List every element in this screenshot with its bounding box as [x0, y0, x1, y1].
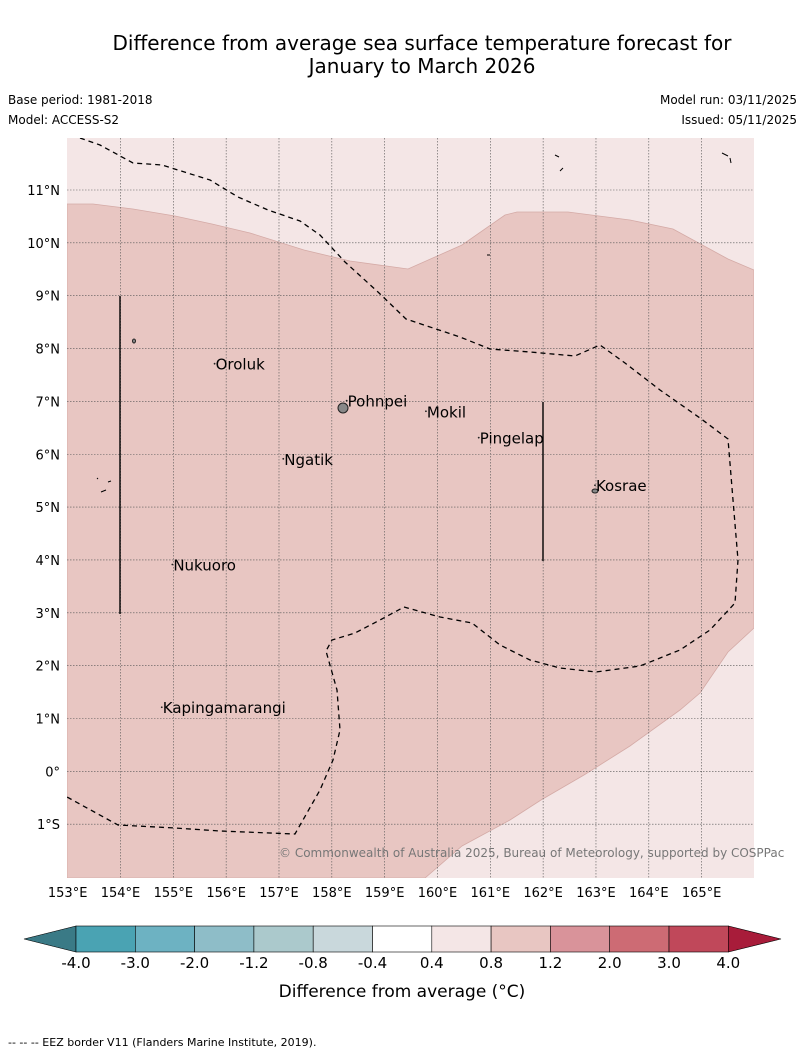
colorbar-label: -4.0	[61, 954, 90, 972]
lat-tick-label: 1°S	[37, 818, 60, 833]
colorbar-label: -3.0	[121, 954, 150, 972]
chart-title-line1: Difference from average sea surface temp…	[112, 31, 732, 55]
model-text: Model: ACCESS-S2	[8, 113, 120, 127]
lon-tick-label: 158°E	[312, 886, 352, 901]
colorbar-over-triangle	[727, 925, 782, 953]
colorbar-title: Difference from average (°C)	[279, 982, 526, 1002]
colorbar-label: -2.0	[180, 954, 209, 972]
colorbar-label: 3.0	[657, 954, 681, 972]
colorbar-segment	[550, 925, 611, 953]
colorbar-label: -1.2	[239, 954, 268, 972]
place-label-pingelap: Pingelap	[480, 430, 544, 448]
place-marker	[477, 436, 480, 439]
atoll-mark	[559, 167, 564, 172]
lon-tick-label: 163°E	[576, 886, 616, 901]
atoll-marks	[96, 152, 732, 493]
place-marker	[282, 457, 285, 460]
lat-tick-label: 7°N	[36, 395, 61, 410]
place-marker	[425, 410, 427, 413]
lat-tick-label: 8°N	[36, 343, 61, 358]
place-label-kapingamarangi: Kapingamarangi	[163, 699, 286, 717]
lon-tick-label: 156°E	[206, 886, 246, 901]
colorbar-segment	[668, 925, 729, 953]
lat-tick-label: 4°N	[36, 554, 61, 569]
place-marker	[213, 362, 216, 365]
colorbar-segment	[490, 925, 551, 953]
atoll-mark	[721, 152, 729, 157]
colorbar-label: 0.8	[479, 954, 503, 972]
eez-border-fsm	[67, 138, 739, 835]
lon-tick-label: 162°E	[523, 886, 563, 901]
lat-tick-label: 11°N	[27, 184, 60, 199]
colorbar-segment	[609, 925, 670, 953]
chart-title-line2: January to March 2026	[308, 54, 536, 78]
colorbar-label: 1.2	[538, 954, 562, 972]
place-label-mokil: Mokil	[427, 403, 466, 421]
place-label-nukuoro: Nukuoro	[173, 557, 236, 575]
place-label-pohnpei: Pohnpei	[348, 393, 408, 411]
pohnpei-island	[337, 402, 349, 414]
anomaly-fill-layer	[67, 138, 754, 878]
lon-tick-label: 160°E	[418, 886, 458, 901]
island-layer	[132, 338, 599, 494]
colorbar-label: 4.0	[716, 954, 740, 972]
colorbar-under-triangle	[23, 925, 77, 953]
colorbar-segment	[135, 925, 195, 953]
footer-note: -- -- -- EEZ border V11 (Flanders Marine…	[8, 1036, 317, 1049]
lat-tick-label: 5°N	[36, 501, 61, 516]
place-label-ngatik: Ngatik	[284, 451, 333, 469]
colorbar-label: -0.8	[299, 954, 328, 972]
lat-tick-label: 9°N	[36, 290, 61, 305]
place-labels: Oroluk Pohnpei Mokil Pingelap Kosrae Ngatik Nu…	[160, 356, 647, 717]
island-marker	[132, 338, 136, 344]
eez-borders	[67, 138, 739, 835]
colorbar-segment	[431, 925, 492, 953]
place-label-oroluk: Oroluk	[216, 356, 265, 374]
lon-tick-label: 161°E	[471, 886, 511, 901]
atoll-mark	[96, 477, 99, 480]
colorbar-segment	[372, 925, 433, 953]
lon-tick-label: 154°E	[101, 886, 141, 901]
place-marker	[594, 484, 596, 487]
issued-text: Issued: 05/11/2025	[681, 113, 797, 127]
colorbar-label: 0.4	[420, 954, 444, 972]
lat-tick-label: 2°N	[36, 660, 61, 675]
lon-tick-label: 157°E	[259, 886, 299, 901]
lat-tick-label: 0°	[45, 765, 60, 780]
lon-tick-label: 159°E	[365, 886, 405, 901]
colorbar-label: -0.4	[358, 954, 387, 972]
place-marker	[171, 563, 174, 566]
anomaly-region-mid	[67, 203, 754, 878]
latitude-labels: 11°N 10°N 9°N 8°N 7°N 6°N 5°N 4°N 3°N 2°N 1°N 0° 1°S	[27, 184, 60, 833]
lat-tick-label: 10°N	[27, 237, 60, 252]
atoll-mark	[729, 157, 732, 164]
atoll-mark	[554, 154, 560, 158]
place-marker	[345, 399, 348, 402]
colorbar-segment	[194, 925, 255, 953]
copyright-text: © Commonwealth of Australia 2025, Bureau…	[279, 846, 784, 860]
atoll-mark	[107, 480, 112, 483]
colorbar-segment	[312, 925, 373, 953]
longitude-labels: 153°E 154°E 155°E 156°E 157°E 158°E 159°E 160°E…	[48, 886, 721, 901]
chart-title: Difference from average sea surface temp…	[0, 32, 804, 78]
lon-tick-label: 153°E	[48, 886, 88, 901]
lon-tick-label: 155°E	[154, 886, 194, 901]
colorbar-label: 2.0	[598, 954, 622, 972]
lon-tick-label: 164°E	[629, 886, 669, 901]
kosrae-island	[591, 488, 599, 494]
colorbar-segment	[75, 925, 136, 953]
place-label-kosrae: Kosrae	[596, 477, 647, 495]
lat-tick-label: 3°N	[36, 607, 61, 622]
place-marker	[160, 706, 163, 709]
colorbar: -4.0 -3.0 -2.0 -1.2 -0.8 -0.4 0.4 0.8 1.2 2.0 3.0 4…	[23, 925, 782, 972]
atoll-mark	[100, 489, 107, 493]
gridlines	[67, 138, 754, 878]
lat-tick-label: 6°N	[36, 448, 61, 463]
lon-tick-label: 165°E	[682, 886, 722, 901]
colorbar-segment	[253, 925, 314, 953]
base-period-text: Base period: 1981-2018	[8, 93, 153, 107]
lat-tick-label: 1°N	[36, 713, 61, 728]
model-run-text: Model run: 03/11/2025	[659, 93, 797, 107]
